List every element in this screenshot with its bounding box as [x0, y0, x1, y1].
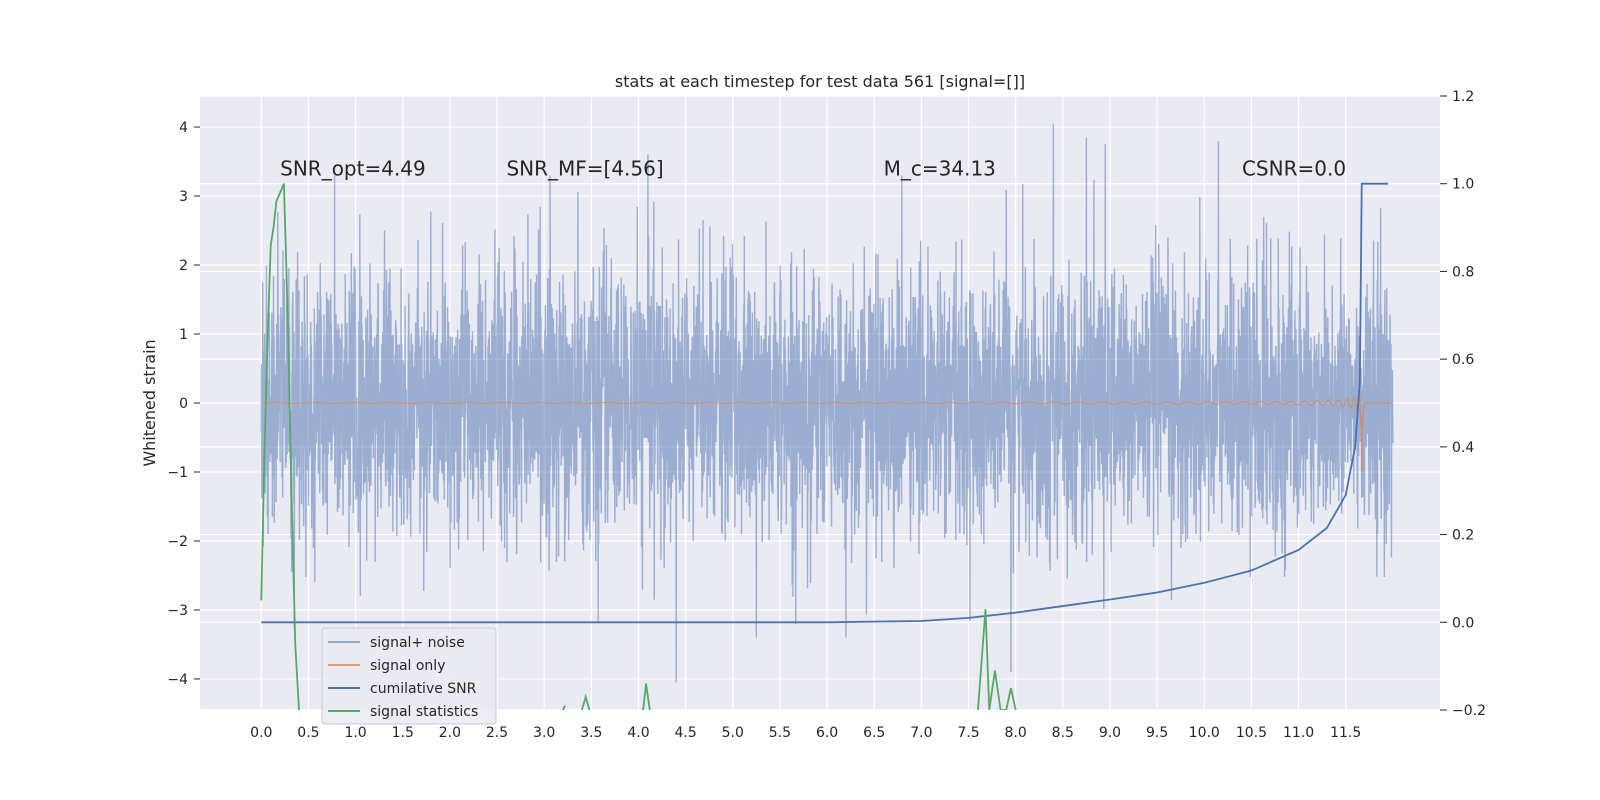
y-tick-label: −2 — [167, 534, 188, 550]
x-tick-label: 8.5 — [1052, 725, 1074, 741]
x-tick-label: 10.5 — [1236, 725, 1267, 741]
y2-tick-label: −0.2 — [1452, 703, 1486, 719]
signal-statistics-line — [562, 705, 566, 710]
signal-statistics-line — [260, 183, 300, 710]
x-tick-label: 1.0 — [344, 725, 366, 741]
y-tick-label: 2 — [179, 258, 188, 274]
annotation-text: M_c=34.13 — [884, 156, 996, 180]
signal-statistics-line — [977, 609, 1017, 710]
legend-label: signal only — [370, 658, 445, 674]
y2-tick-label: 0.6 — [1452, 352, 1474, 368]
signal-noise-line — [260, 123, 1394, 683]
legend-label: signal statistics — [370, 704, 478, 720]
annotation-text: SNR_opt=4.49 — [280, 156, 426, 180]
x-tick-label: 2.5 — [486, 725, 508, 741]
y-tick-label: −3 — [167, 603, 188, 619]
legend-label: cumilative SNR — [370, 681, 477, 697]
cumulative-snr-line — [261, 182, 1389, 624]
y-tick-label: −1 — [167, 465, 188, 481]
signal-only-line — [261, 389, 1393, 472]
x-tick-label: 0.0 — [250, 725, 272, 741]
y-axis: 4 3 2 1 0 −1 −2 −3 −4 — [167, 120, 200, 688]
x-tick-label: 9.0 — [1099, 725, 1121, 741]
chart-title: stats at each timestep for test data 561… — [615, 72, 1025, 91]
y2-tick-label: 0.8 — [1452, 264, 1474, 280]
signal-statistics-line — [642, 683, 651, 710]
y2-tick-label: 1.2 — [1452, 89, 1474, 105]
legend-box — [321, 627, 497, 725]
x-axis: 0.0 0.5 1.0 1.5 2.0 2.5 3.0 3.5 4.0 4.5 5.0 5.5 6.0 6… — [250, 725, 1361, 741]
legend: signal+ noise signal only cumilative SNR si… — [321, 627, 497, 725]
y2-tick-label: 0.0 — [1452, 615, 1474, 631]
annotation-text: SNR_MF=[4.56] — [506, 156, 663, 180]
x-tick-label: 11.5 — [1330, 725, 1361, 741]
y-tick-label: 0 — [179, 396, 188, 412]
y-tick-label: 1 — [179, 327, 188, 343]
y2-tick-label: 0.2 — [1452, 528, 1474, 544]
legend-label: signal+ noise — [370, 635, 465, 651]
annotation-text: CSNR=0.0 — [1242, 156, 1346, 180]
y-tick-label: 4 — [179, 120, 188, 136]
x-tick-label: 3.0 — [533, 725, 555, 741]
x-tick-label: 4.5 — [674, 725, 696, 741]
signal-statistics-line — [581, 693, 591, 710]
y-axis-label: Whitened strain — [140, 339, 159, 466]
signal-series — [261, 389, 1393, 472]
x-tick-label: 5.0 — [722, 725, 744, 741]
y2-tick-label: 1.0 — [1452, 177, 1474, 193]
x-tick-label: 4.0 — [627, 725, 649, 741]
x-tick-label: 1.5 — [392, 725, 414, 741]
x-tick-label: 11.0 — [1283, 725, 1314, 741]
annotations: SNR_opt=4.49 SNR_MF=[4.56] M_c=34.13 CSNR=0… — [280, 156, 1346, 180]
x-tick-label: 6.0 — [816, 725, 838, 741]
signal-statistics-series — [260, 183, 1017, 710]
noise-series — [260, 123, 1394, 683]
y2-tick-label: 0.4 — [1452, 440, 1474, 456]
x-tick-label: 7.0 — [910, 725, 932, 741]
x-tick-label: 7.5 — [957, 725, 979, 741]
x-tick-label: 2.0 — [439, 725, 461, 741]
y-tick-label: −4 — [167, 672, 188, 688]
x-tick-label: 3.5 — [580, 725, 602, 741]
x-tick-label: 8.0 — [1005, 725, 1027, 741]
y-tick-label: 3 — [179, 189, 188, 205]
y2-axis: 1.2 1.0 0.8 0.6 0.4 0.2 0.0 −0.2 — [1440, 89, 1486, 719]
x-tick-label: 6.5 — [863, 725, 885, 741]
x-tick-label: 9.5 — [1146, 725, 1168, 741]
x-tick-label: 10.0 — [1189, 725, 1220, 741]
x-tick-label: 5.5 — [769, 725, 791, 741]
cumulative-snr-series — [261, 182, 1389, 624]
x-tick-label: 0.5 — [297, 725, 319, 741]
